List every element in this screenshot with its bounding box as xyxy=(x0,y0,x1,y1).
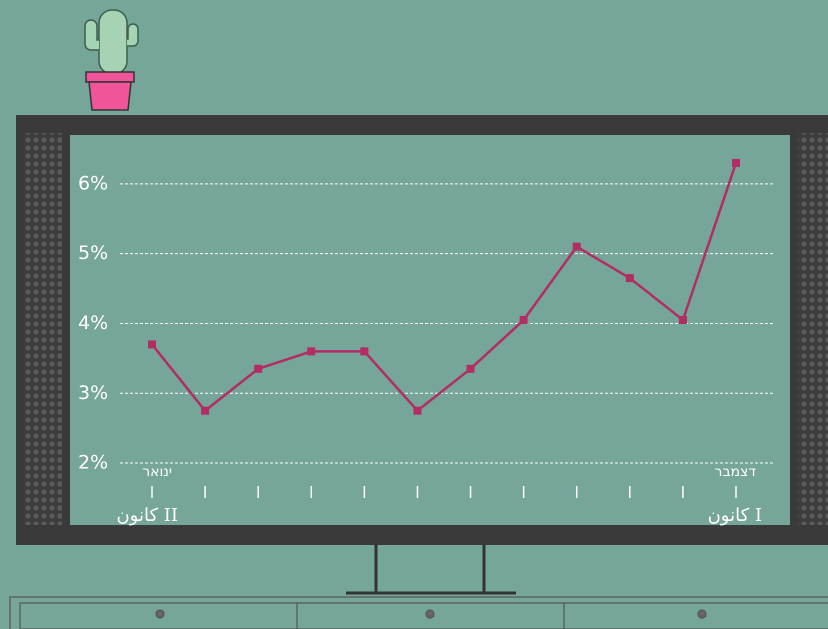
point xyxy=(413,407,421,415)
speaker xyxy=(798,133,828,525)
y-tick-label: 6% xyxy=(78,172,108,194)
point xyxy=(626,274,634,282)
x-tick-sublabel: كانون II xyxy=(116,505,178,526)
point xyxy=(679,316,687,324)
y-tick-label: 4% xyxy=(78,312,108,334)
x-tick-label: ינואר xyxy=(142,464,172,480)
point xyxy=(148,340,156,348)
point xyxy=(573,243,581,251)
point xyxy=(520,316,528,324)
scene: 2% 3% 4% 5% 6% ינואר كانون II דצמבר كانون I xyxy=(0,0,828,629)
point xyxy=(732,159,740,167)
y-tick-label: 2% xyxy=(78,452,108,474)
point xyxy=(254,365,262,373)
y-tick-label: 5% xyxy=(78,242,108,264)
screen xyxy=(70,135,790,525)
point xyxy=(467,365,475,373)
x-tick-label: דצמבר xyxy=(715,464,757,480)
x-tick-sublabel: كانون I xyxy=(708,505,762,526)
speaker xyxy=(24,133,62,525)
point xyxy=(360,347,368,355)
point xyxy=(201,407,209,415)
y-tick-label: 3% xyxy=(78,382,108,404)
point xyxy=(307,347,315,355)
